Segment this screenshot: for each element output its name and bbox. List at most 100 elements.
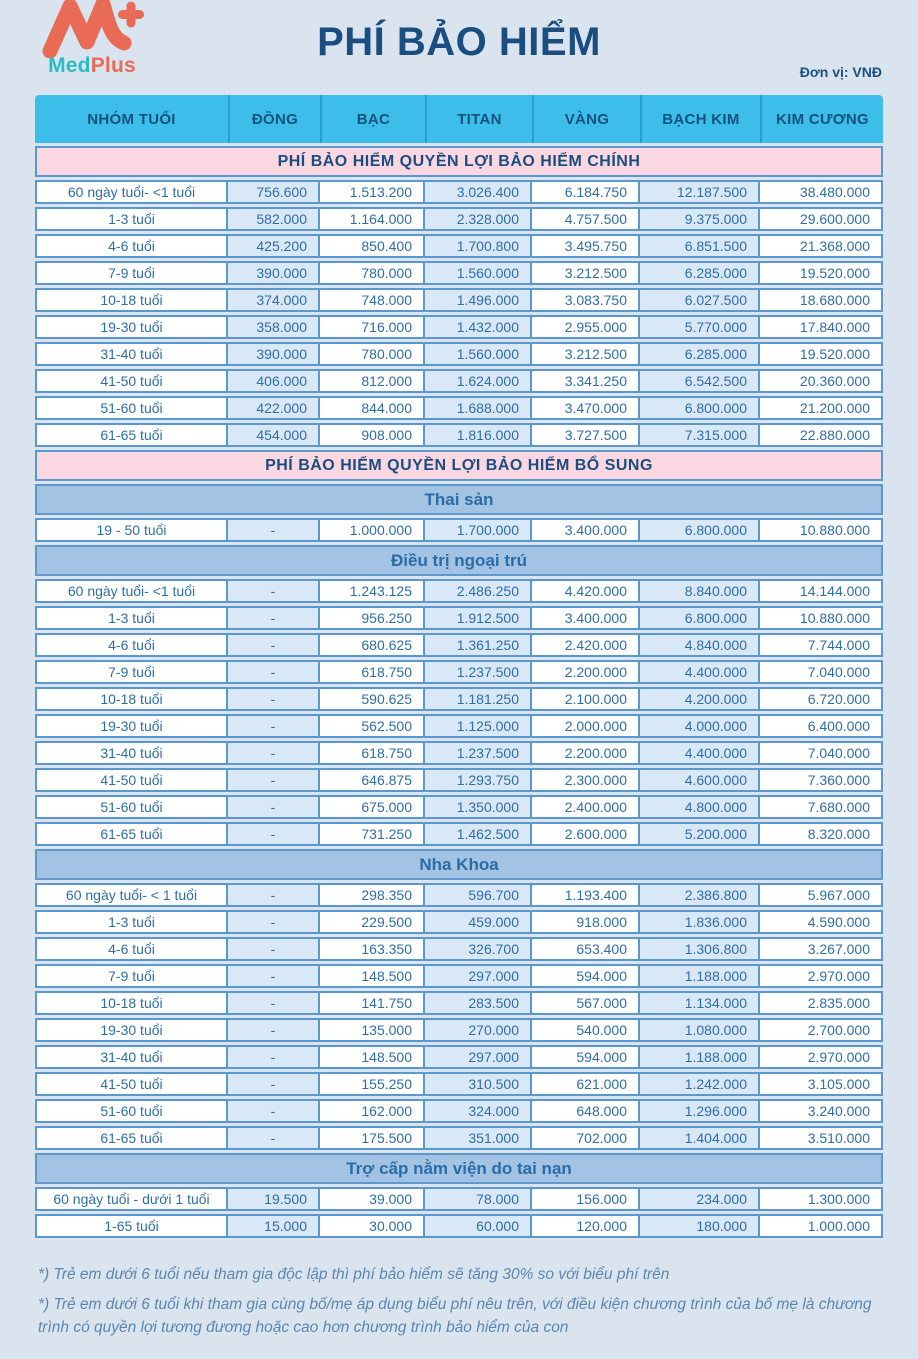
cell-fee-value: 21.200.000	[760, 396, 883, 420]
cell-fee-value: 731.250	[320, 822, 425, 846]
cell-fee-value: 4.757.500	[532, 207, 640, 231]
cell-fee-value: 540.000	[532, 1018, 640, 1042]
cell-fee-value: 135.000	[320, 1018, 425, 1042]
cell-age-group: 19 - 50 tuổi	[35, 518, 228, 542]
cell-fee-value: 148.500	[320, 964, 425, 988]
column-header: ĐỒNG	[228, 95, 320, 143]
cell-fee-value: 1.404.000	[640, 1126, 760, 1150]
cell-age-group: 10-18 tuổi	[35, 288, 228, 312]
table-row: 4-6 tuổi 425.200 850.400 1.700.800 3.495.750…	[35, 234, 883, 258]
cell-fee-value: -	[228, 714, 320, 738]
table-header-row: NHÓM TUỔI ĐỒNG BẠC TITAN VÀNG BẠCH KIM KIM CƯƠ…	[35, 95, 883, 143]
cell-fee-value: 6.542.500	[640, 369, 760, 393]
cell-fee-value: 1.000.000	[760, 1214, 883, 1238]
cell-fee-value: 918.000	[532, 910, 640, 934]
cell-fee-value: 844.000	[320, 396, 425, 420]
cell-fee-value: 9.375.000	[640, 207, 760, 231]
section-header: Thai sản	[35, 484, 883, 515]
cell-fee-value: 1.496.000	[425, 288, 532, 312]
cell-fee-value: 562.500	[320, 714, 425, 738]
cell-age-group: 31-40 tuổi	[35, 342, 228, 366]
cell-fee-value: 618.750	[320, 741, 425, 765]
cell-fee-value: 390.000	[228, 342, 320, 366]
cell-fee-value: 1.513.200	[320, 180, 425, 204]
cell-fee-value: 850.400	[320, 234, 425, 258]
cell-fee-value: -	[228, 937, 320, 961]
cell-fee-value: -	[228, 883, 320, 907]
fee-table: NHÓM TUỔI ĐỒNG BẠC TITAN VÀNG BẠCH KIM KIM CƯƠ…	[35, 95, 883, 1238]
cell-age-group: 1-3 tuổi	[35, 910, 228, 934]
cell-fee-value: 390.000	[228, 261, 320, 285]
cell-fee-value: 351.000	[425, 1126, 532, 1150]
cell-fee-value: -	[228, 579, 320, 603]
table-row: 7-9 tuổi -148.500 297.000 594.000 1.188.000 2…	[35, 964, 883, 988]
cell-fee-value: 1.237.500	[425, 660, 532, 684]
cell-fee-value: 3.212.500	[532, 261, 640, 285]
cell-age-group: 19-30 tuổi	[35, 315, 228, 339]
logo-plus-text: Plus	[90, 54, 136, 77]
cell-fee-value: 7.360.000	[760, 768, 883, 792]
cell-fee-value: 4.400.000	[640, 741, 760, 765]
cell-fee-value: 2.328.000	[425, 207, 532, 231]
cell-age-group: 7-9 tuổi	[35, 964, 228, 988]
cell-fee-value: 1.000.000	[320, 518, 425, 542]
cell-fee-value: -	[228, 741, 320, 765]
cell-fee-value: 3.026.400	[425, 180, 532, 204]
cell-fee-value: 1.188.000	[640, 964, 760, 988]
cell-fee-value: 748.000	[320, 288, 425, 312]
cell-age-group: 61-65 tuổi	[35, 1126, 228, 1150]
cell-fee-value: 15.000	[228, 1214, 320, 1238]
unit-label: Đơn vị: VNĐ	[799, 64, 882, 80]
cell-fee-value: 60.000	[425, 1214, 532, 1238]
cell-fee-value: 406.000	[228, 369, 320, 393]
cell-fee-value: 148.500	[320, 1045, 425, 1069]
cell-age-group: 31-40 tuổi	[35, 1045, 228, 1069]
cell-fee-value: 567.000	[532, 991, 640, 1015]
cell-fee-value: -	[228, 633, 320, 657]
cell-fee-value: 5.967.000	[760, 883, 883, 907]
cell-fee-value: 2.000.000	[532, 714, 640, 738]
cell-age-group: 51-60 tuổi	[35, 795, 228, 819]
cell-fee-value: 594.000	[532, 964, 640, 988]
table-row: 1-3 tuổi 582.000 1.164.000 2.328.000 4.757.5…	[35, 207, 883, 231]
cell-fee-value: 298.350	[320, 883, 425, 907]
cell-fee-value: 19.520.000	[760, 342, 883, 366]
table-row: 19-30 tuổi -562.500 1.125.000 2.000.000 4.00…	[35, 714, 883, 738]
cell-fee-value: 1.624.000	[425, 369, 532, 393]
table-row: 51-60 tuổi -162.000 324.000 648.000 1.296.00…	[35, 1099, 883, 1123]
cell-fee-value: -	[228, 991, 320, 1015]
cell-fee-value: 4.420.000	[532, 579, 640, 603]
cell-fee-value: 4.200.000	[640, 687, 760, 711]
table-row: 61-65 tuổi -175.500 351.000 702.000 1.404.00…	[35, 1126, 883, 1150]
cell-age-group: 1-3 tuổi	[35, 207, 228, 231]
table-row: 10-18 tuổi -141.750 283.500 567.000 1.134.00…	[35, 991, 883, 1015]
cell-fee-value: 454.000	[228, 423, 320, 447]
cell-fee-value: 120.000	[532, 1214, 640, 1238]
table-row: 41-50 tuổi -646.875 1.293.750 2.300.000 4.60…	[35, 768, 883, 792]
cell-age-group: 4-6 tuổi	[35, 937, 228, 961]
cell-fee-value: 3.470.000	[532, 396, 640, 420]
cell-age-group: 10-18 tuổi	[35, 991, 228, 1015]
cell-fee-value: 270.000	[425, 1018, 532, 1042]
cell-fee-value: 2.200.000	[532, 660, 640, 684]
cell-age-group: 4-6 tuổi	[35, 633, 228, 657]
cell-fee-value: 10.880.000	[760, 606, 883, 630]
cell-fee-value: 141.750	[320, 991, 425, 1015]
cell-fee-value: 30.000	[320, 1214, 425, 1238]
cell-age-group: 60 ngày tuổi- <1 tuổi	[35, 579, 228, 603]
cell-fee-value: 1.293.750	[425, 768, 532, 792]
table-row: 1-3 tuổi -956.250 1.912.500 3.400.000 6.800.…	[35, 606, 883, 630]
page-title: PHÍ BẢO HIỂM	[317, 20, 601, 64]
cell-fee-value: 1.688.000	[425, 396, 532, 420]
cell-fee-value: 780.000	[320, 261, 425, 285]
section-header: Điều trị ngoại trú	[35, 545, 883, 576]
cell-fee-value: 3.400.000	[532, 518, 640, 542]
cell-fee-value: 310.500	[425, 1072, 532, 1096]
cell-fee-value: 1.243.125	[320, 579, 425, 603]
cell-fee-value: 6.184.750	[532, 180, 640, 204]
table-row: 60 ngày tuổi- <1 tuổi -1.243.125 2.486.250…	[35, 579, 883, 603]
cell-fee-value: 1.306.800	[640, 937, 760, 961]
cell-fee-value: 38.480.000	[760, 180, 883, 204]
cell-fee-value: -	[228, 687, 320, 711]
